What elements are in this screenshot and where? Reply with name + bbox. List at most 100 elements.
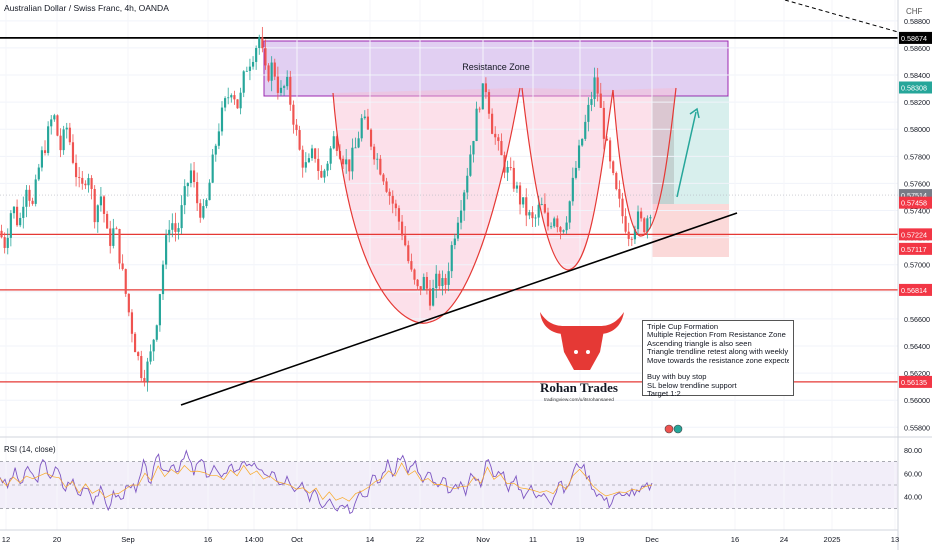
candle-body	[550, 226, 553, 228]
price-tick-label: 0.56200	[904, 369, 930, 378]
price-tag-label: 0.56814	[901, 286, 927, 295]
candle-body	[106, 213, 109, 229]
candle-body	[646, 218, 649, 233]
trade-stop-box[interactable]	[652, 204, 729, 257]
dashed-trendline[interactable]	[784, 0, 899, 33]
candle-body	[332, 136, 335, 149]
candles	[0, 26, 652, 392]
price-tick-label: 0.56600	[904, 315, 930, 324]
price-tick-label: 0.57600	[904, 179, 930, 188]
candle-body	[568, 201, 571, 223]
price-tick-label: 0.58000	[904, 125, 930, 134]
candle-body	[335, 136, 338, 151]
candle-body	[171, 223, 174, 230]
candle-body	[236, 99, 239, 109]
candle-body	[323, 170, 326, 178]
candle-body	[99, 196, 102, 206]
time-tick-label: Dec	[645, 535, 659, 544]
candle-body	[491, 113, 494, 134]
candle-body	[65, 127, 68, 130]
bull-logo	[540, 312, 624, 370]
candle-body	[56, 115, 59, 136]
candle-body	[540, 204, 543, 205]
candle-body	[199, 203, 202, 218]
candle-body	[466, 175, 469, 193]
candle-body	[419, 286, 422, 291]
candle-body	[608, 140, 612, 162]
currency-label: CHF	[906, 7, 923, 16]
candle-body	[577, 145, 581, 168]
candle-body	[258, 37, 261, 49]
candle-body	[556, 218, 559, 228]
candle-body	[121, 263, 124, 270]
candle-body	[450, 245, 453, 272]
candle-body	[615, 172, 618, 190]
candle-body	[444, 278, 447, 285]
price-tick-label: 0.58800	[904, 17, 930, 26]
candle-body	[649, 217, 652, 219]
candle-body	[506, 167, 509, 173]
candle-body	[463, 192, 466, 211]
time-tick-label: 14	[366, 535, 374, 544]
price-tick-label: 0.57000	[904, 261, 930, 270]
candle-body	[68, 127, 71, 143]
candle-body	[618, 189, 621, 199]
candle-body	[74, 162, 78, 178]
note-line: Buy with buy stop	[647, 373, 707, 382]
candle-body	[133, 333, 137, 353]
candle-body	[161, 264, 165, 295]
candle-body	[84, 183, 87, 186]
candle-body	[385, 181, 388, 192]
candle-body	[295, 124, 298, 131]
candle-body	[267, 65, 270, 81]
emoji-icon[interactable]	[673, 424, 683, 434]
analysis-note[interactable]: Triple Cup Formation Multiple Rejection …	[642, 320, 794, 398]
candle-body	[279, 87, 283, 93]
candle-body	[612, 161, 615, 173]
rsi-series	[0, 449, 653, 515]
candle-body	[93, 188, 96, 223]
candle-body	[633, 229, 637, 240]
candle-body	[453, 238, 456, 246]
candle-body	[640, 211, 643, 219]
candle-body	[292, 104, 295, 125]
candle-body	[413, 269, 416, 280]
ascending-trendline[interactable]	[180, 212, 738, 406]
time-tick-label: 11	[529, 535, 537, 544]
candle-body	[242, 71, 245, 93]
candle-body	[459, 210, 463, 223]
candle-body	[25, 189, 28, 207]
candle-body	[351, 147, 354, 172]
candle-body	[34, 179, 37, 204]
candle-body	[96, 205, 99, 223]
candle-body	[360, 118, 363, 139]
candle-body	[87, 178, 90, 186]
candle-body	[59, 135, 62, 151]
price-axis[interactable]: 0.58800 0.58600 0.58400 0.58200 0.58000 0.578…	[904, 17, 930, 432]
time-tick-label: Nov	[476, 535, 490, 544]
candle-body	[31, 200, 34, 204]
candle-body	[289, 76, 292, 105]
candle-body	[214, 145, 217, 155]
candle-body	[546, 212, 550, 227]
note-line: SL below trendline support	[647, 381, 737, 390]
candle-body	[127, 293, 130, 313]
time-tick-label: 2025	[824, 535, 841, 544]
resistance-zone[interactable]	[263, 40, 729, 97]
note-line: Ascending triangle is also seen	[647, 339, 752, 348]
time-tick-label: Sep	[121, 535, 135, 544]
candle-body	[565, 222, 568, 231]
candle-body	[155, 325, 158, 340]
rsi-tick-label: 40.00	[904, 493, 922, 502]
emoji-icon[interactable]	[664, 424, 674, 434]
candle-body	[407, 245, 410, 262]
time-axis[interactable]: 12 20 Sep 16 14:00 Oct 14 22 Nov 11 19 Dec 16 24 2025 1…	[2, 535, 899, 544]
rsi-band	[0, 461, 898, 509]
candle-body	[137, 352, 140, 357]
candle-body	[245, 70, 248, 72]
candle-body	[388, 191, 391, 196]
candle-body	[379, 158, 382, 175]
candle-body	[102, 196, 106, 214]
price-tag-label: 0.57117	[901, 245, 926, 254]
